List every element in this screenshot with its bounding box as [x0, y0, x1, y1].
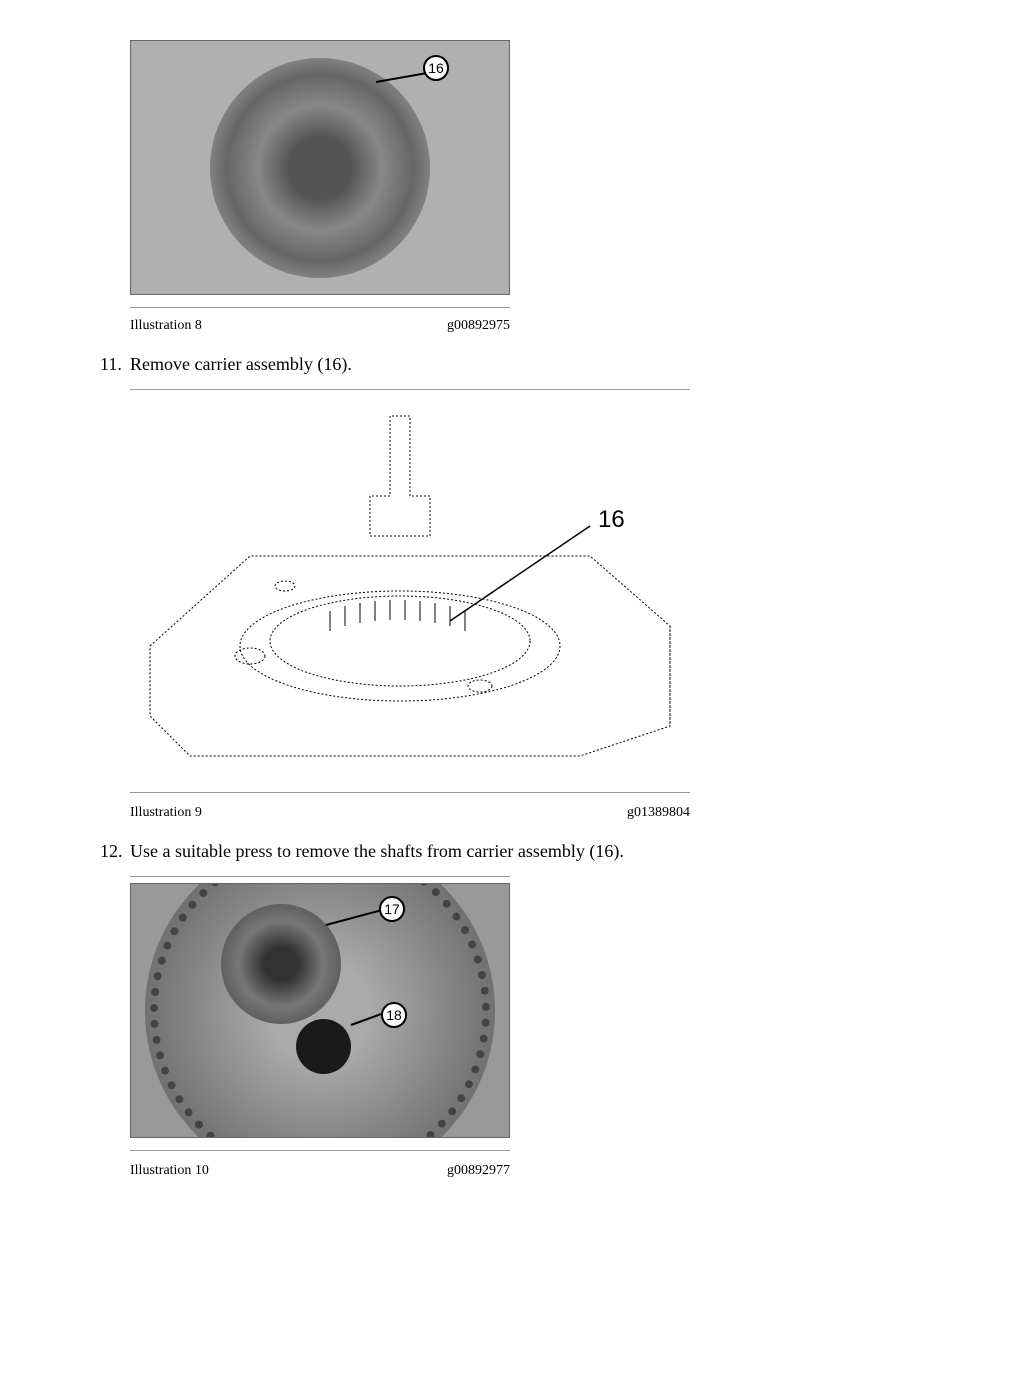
- figure-9-code: g01389804: [627, 805, 690, 821]
- step-11-number: 11.: [100, 354, 130, 375]
- figure-9-caption: Illustration 9 g01389804: [130, 799, 690, 821]
- figure-10-callout-18-label: 18: [386, 1007, 402, 1023]
- step-11: 11. Remove carrier assembly (16).: [100, 354, 924, 375]
- figure-9-diagram: 16: [130, 396, 690, 786]
- figure-10-photo: 17 18: [130, 883, 510, 1138]
- step-12-number: 12.: [100, 841, 130, 862]
- figure-10-center-hole: [296, 1019, 351, 1074]
- figure-9-rule-top: [130, 389, 690, 390]
- step-12-text: Use a suitable press to remove the shaft…: [130, 841, 924, 862]
- figure-10-rule-top: [130, 876, 510, 877]
- figure-9-label-16: 16: [598, 506, 625, 534]
- figure-8-photo: 16: [130, 40, 510, 295]
- figure-8-illustration-label: Illustration 8: [130, 318, 202, 334]
- figure-9-illustration-label: Illustration 9: [130, 805, 202, 821]
- figure-9-rule-mid: [130, 792, 690, 793]
- step-11-text: Remove carrier assembly (16).: [130, 354, 924, 375]
- figure-8-callout-label: 16: [428, 60, 444, 76]
- figure-10-block: 17 18 Illustration 10 g00892977: [130, 876, 924, 1179]
- figure-8-caption: Illustration 8 g00892975: [130, 314, 510, 334]
- figure-8-mechanical-part: [210, 58, 430, 278]
- figure-10-caption: Illustration 10 g00892977: [130, 1157, 510, 1179]
- figure-10-rule-mid: [130, 1150, 510, 1151]
- figure-8-callout-16: 16: [423, 55, 449, 81]
- step-12: 12. Use a suitable press to remove the s…: [100, 841, 924, 862]
- figure-9-block: 16 Illustration 9 g01389804: [130, 389, 924, 821]
- figure-10-sun-gear: [221, 904, 341, 1024]
- figure-8-rule-top: [130, 307, 510, 308]
- figure-9-svg: [130, 396, 690, 786]
- figure-8-code: g00892975: [447, 318, 510, 334]
- figure-10-code: g00892977: [447, 1163, 510, 1179]
- figure-10-illustration-label: Illustration 10: [130, 1163, 209, 1179]
- figure-10-callout-18: 18: [381, 1002, 407, 1028]
- figure-8-block: 16 Illustration 8 g00892975: [130, 40, 924, 334]
- figure-10-callout-17: 17: [379, 896, 405, 922]
- figure-10-callout-17-label: 17: [384, 901, 400, 917]
